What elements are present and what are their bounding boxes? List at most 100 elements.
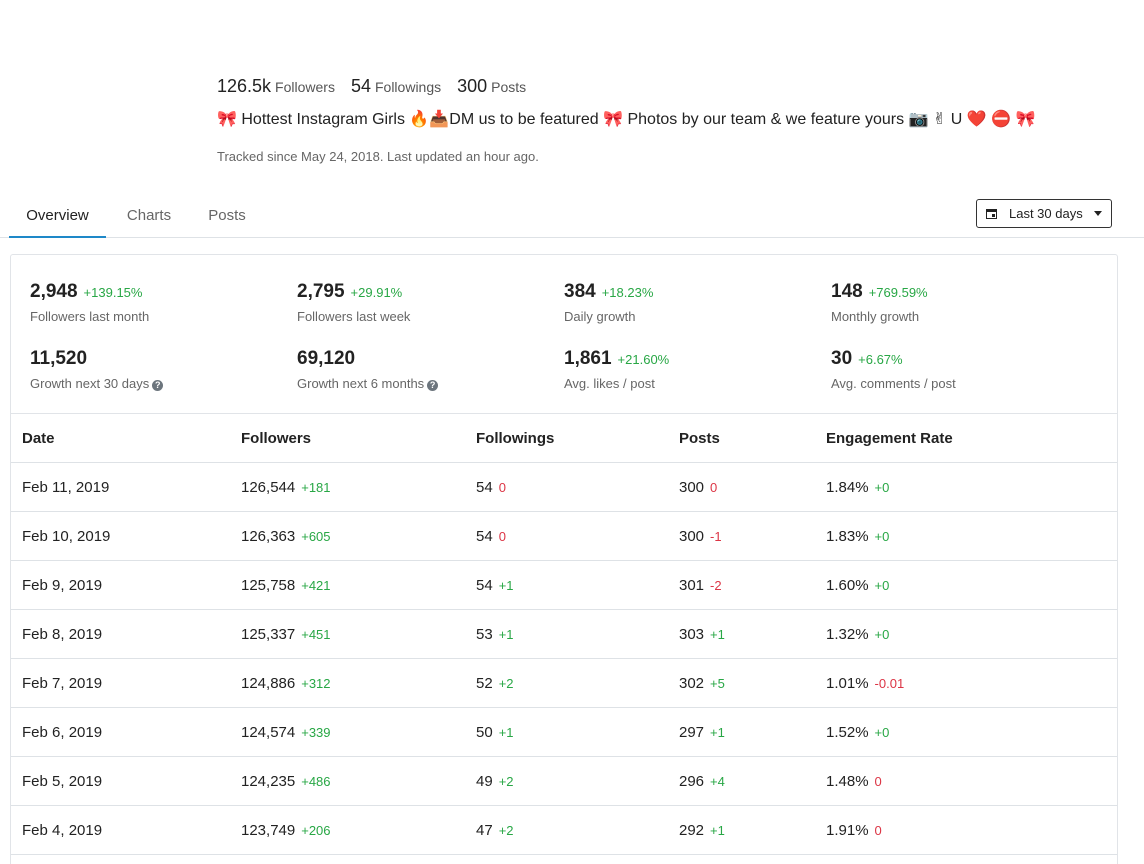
engagement-rate-cell: 1.32% +0 bbox=[826, 609, 1117, 659]
change-value: +5 bbox=[710, 675, 725, 691]
followers-stat: 126.5k Followers bbox=[217, 76, 335, 97]
cell-value: 125,337 bbox=[241, 625, 296, 643]
tab-overview[interactable]: Overview bbox=[9, 199, 106, 238]
calendar-icon bbox=[986, 209, 997, 219]
metric-label: Daily growth bbox=[564, 309, 636, 324]
change-value: +206 bbox=[301, 822, 331, 838]
cell-value: 1.84% bbox=[826, 478, 869, 496]
change-value: +2 bbox=[498, 773, 514, 789]
cell-value: 300 bbox=[679, 527, 705, 545]
engagement-rate-cell: 1.84% +0 bbox=[826, 462, 1117, 512]
engagement-rate-cell: 1.83% +0 bbox=[826, 511, 1117, 561]
followers-cell: 124,574 +339 bbox=[241, 707, 476, 757]
metric-value: 2,795 bbox=[297, 281, 345, 302]
change-value: 0 bbox=[874, 822, 882, 838]
cell-value: 125,758 bbox=[241, 576, 296, 594]
cell-value: Feb 9, 2019 bbox=[22, 576, 103, 594]
change-value: +339 bbox=[301, 724, 331, 740]
metric-avg-comments: 30 +6.67% Avg. comments / post bbox=[831, 348, 1091, 391]
posts-cell: 301 -2 bbox=[679, 560, 826, 610]
followers-cell: 125,758 +421 bbox=[241, 560, 476, 610]
change-value: +4 bbox=[710, 773, 725, 789]
followings-cell: 52 +2 bbox=[476, 658, 679, 708]
cell-value: 303 bbox=[679, 625, 705, 643]
cell-value: 54 bbox=[476, 576, 493, 594]
cell-value: 124,235 bbox=[241, 772, 296, 790]
cell-value: Feb 5, 2019 bbox=[22, 772, 103, 790]
metric-label: Monthly growth bbox=[831, 309, 920, 324]
change-value: +0 bbox=[874, 577, 890, 593]
posts-cell: 302 +5 bbox=[679, 658, 826, 708]
followings-stat: 54 Followings bbox=[351, 76, 441, 97]
change-value: +1 bbox=[498, 577, 514, 593]
change-value: +486 bbox=[301, 773, 331, 789]
date-cell: Feb 6, 2019 bbox=[11, 707, 241, 757]
metric-value: 1,861 bbox=[564, 348, 612, 369]
engagement-rate-cell: 1.91% 0 bbox=[826, 805, 1117, 855]
cell-value: 53 bbox=[476, 625, 493, 643]
metric-label: Followers last month bbox=[30, 309, 150, 324]
column-header-date: Date bbox=[11, 414, 241, 463]
cell-value: Feb 8, 2019 bbox=[22, 625, 103, 643]
cell-value: 49 bbox=[476, 772, 493, 790]
cell-value: Feb 10, 2019 bbox=[22, 527, 111, 545]
help-icon[interactable]: ? bbox=[427, 380, 439, 391]
followings-cell: 50 +1 bbox=[476, 707, 679, 757]
cell-value: 54 bbox=[476, 527, 493, 545]
column-header-posts: Posts bbox=[679, 414, 826, 463]
change-value: +451 bbox=[301, 626, 331, 642]
change-value: +1 bbox=[498, 724, 514, 740]
date-range-dropdown[interactable]: Last 30 days bbox=[976, 199, 1112, 228]
column-header-followings: Followings bbox=[476, 414, 679, 463]
tab-charts[interactable]: Charts bbox=[126, 207, 172, 224]
change-value: +1 bbox=[710, 626, 725, 642]
followers-label: Followers bbox=[275, 79, 335, 95]
metric-monthly-growth: 148 +769.59% Monthly growth bbox=[831, 281, 1091, 324]
change-value: +421 bbox=[301, 577, 331, 593]
followings-cell: 49 +2 bbox=[476, 756, 679, 806]
cell-value: Feb 7, 2019 bbox=[22, 674, 103, 692]
cell-value: 52 bbox=[476, 674, 493, 692]
cell-value: 1.01% bbox=[826, 674, 869, 692]
help-icon[interactable]: ? bbox=[152, 380, 164, 391]
change-value: -0.01 bbox=[874, 675, 905, 691]
posts-cell: 296 +4 bbox=[679, 756, 826, 806]
metric-avg-likes: 1,861 +21.60% Avg. likes / post bbox=[564, 348, 824, 391]
cell-value: 1.60% bbox=[826, 576, 869, 594]
cell-value: 50 bbox=[476, 723, 493, 741]
metric-followers-last-month: 2,948 +139.15% Followers last month bbox=[30, 281, 290, 324]
change-value: 0 bbox=[498, 528, 506, 544]
change-value: 0 bbox=[710, 479, 718, 495]
table-header-row: Date Followers Followings Posts Engageme… bbox=[11, 414, 1117, 463]
metric-daily-growth: 384 +18.23% Daily growth bbox=[564, 281, 824, 324]
caret-down-icon bbox=[1093, 211, 1102, 216]
table-row: Feb 11, 2019 126,544 +181 54 0 300 0 1.84% +0 bbox=[11, 462, 1117, 512]
change-value: -2 bbox=[710, 577, 722, 593]
cell-value: 124,886 bbox=[241, 674, 296, 692]
tab-posts[interactable]: Posts bbox=[208, 207, 246, 224]
followers-cell: 124,235 +486 bbox=[241, 756, 476, 806]
cell-value: 1.52% bbox=[826, 723, 869, 741]
followings-count: 54 bbox=[350, 76, 371, 96]
metric-delta: +18.23% bbox=[601, 285, 654, 300]
change-value: 0 bbox=[498, 479, 506, 495]
followers-cell: 124,886 +312 bbox=[241, 658, 476, 708]
change-value: +0 bbox=[874, 479, 890, 495]
date-cell: Feb 8, 2019 bbox=[11, 609, 241, 659]
cell-value: 126,544 bbox=[241, 478, 296, 496]
cell-value: 300 bbox=[679, 478, 705, 496]
metric-label: Avg. comments / post bbox=[831, 376, 956, 391]
change-value: +2 bbox=[498, 822, 514, 838]
followers-cell: 126,363 +605 bbox=[241, 511, 476, 561]
followings-label: Followings bbox=[374, 79, 442, 95]
cell-value: Feb 11, 2019 bbox=[22, 478, 110, 496]
change-value: 0 bbox=[874, 773, 882, 789]
profile-stats: 126.5k Followers 54 Followings 300 Posts bbox=[217, 76, 1117, 97]
tracked-since-text: Tracked since May 24, 2018. Last updated… bbox=[217, 149, 539, 164]
followings-cell: 54 0 bbox=[476, 462, 679, 512]
date-cell: Feb 5, 2019 bbox=[11, 756, 241, 806]
cell-value: 296 bbox=[679, 772, 705, 790]
posts-label: Posts bbox=[491, 79, 527, 95]
table-row: Feb 5, 2019 124,235 +486 49 +2 296 +4 1.48% 0 bbox=[11, 756, 1117, 806]
